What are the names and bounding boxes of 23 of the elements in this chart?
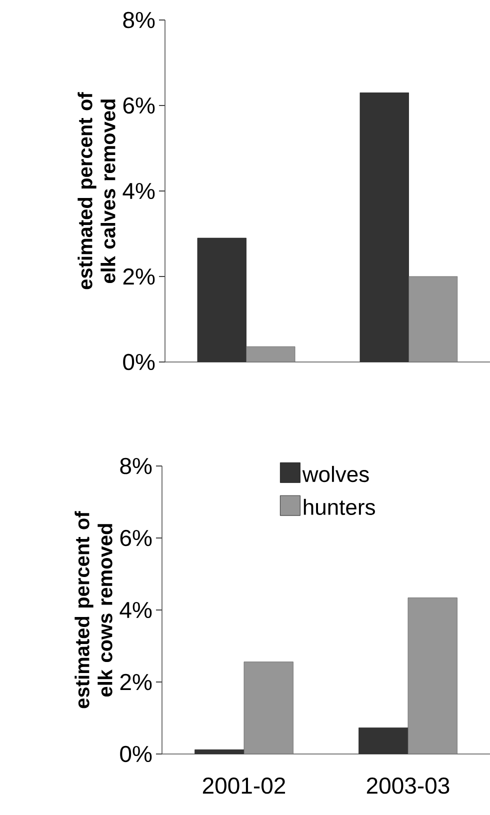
y-tick-label: 6% (120, 530, 152, 546)
y-tick-label: 4% (120, 602, 152, 618)
bar (408, 598, 458, 754)
legend-label: wolves (302, 466, 369, 482)
y-tick-label: 4% (122, 182, 155, 200)
y-axis-title: estimated percent of elk calves removed (78, 92, 116, 290)
y-tick-label: 6% (123, 97, 155, 114)
bar (360, 92, 409, 362)
y-tick-label: 0% (123, 354, 155, 370)
x-tick-label: 2003-03 (366, 778, 450, 794)
bar (197, 238, 246, 362)
y-tick-label: 0% (120, 746, 152, 762)
x-tick-label: 2001-02 (202, 778, 286, 794)
y-tick-label: 2% (120, 674, 152, 690)
y-tick-label: 2% (123, 268, 155, 285)
y-axis-title: estimated percent of elk cows removed (74, 511, 112, 708)
bar (358, 728, 408, 754)
y-tick-label: 8% (123, 12, 155, 28)
bar (408, 276, 458, 362)
legend-label: hunters (304, 498, 375, 516)
bar (246, 346, 296, 362)
bar (244, 662, 294, 754)
y-tick-label: 8% (120, 458, 152, 474)
